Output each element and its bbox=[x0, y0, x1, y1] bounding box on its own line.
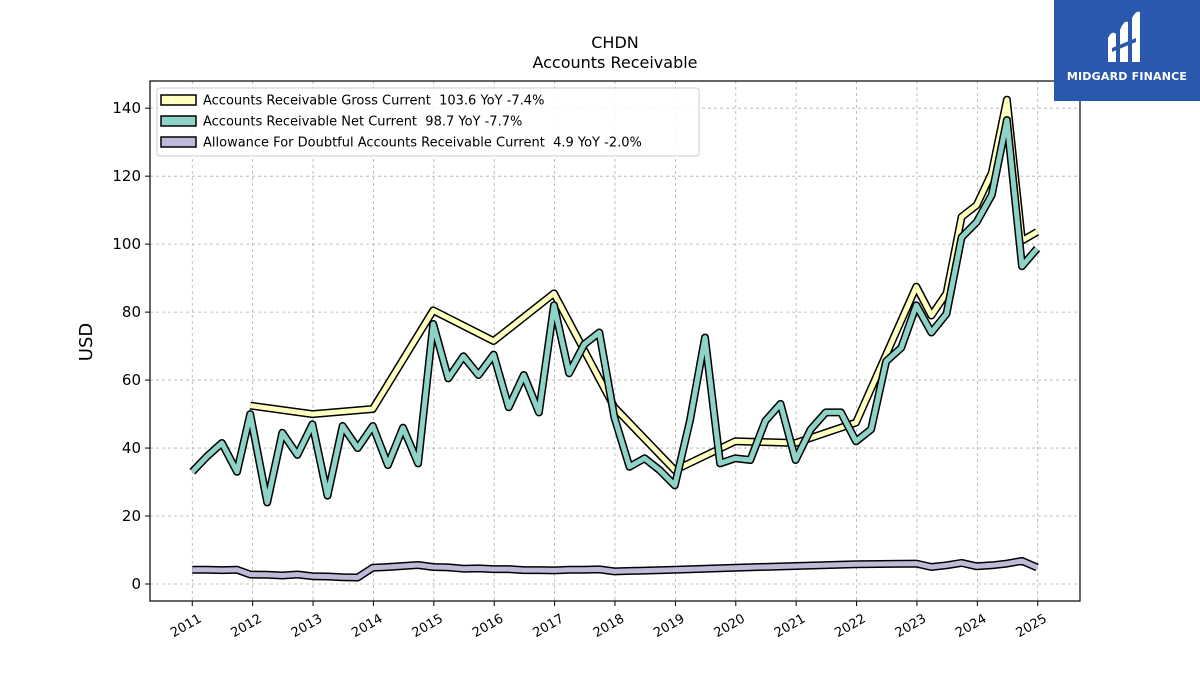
x-tick-label: 2014 bbox=[349, 611, 385, 641]
y-tick-label: 60 bbox=[122, 371, 141, 389]
y-tick-label: 20 bbox=[122, 507, 141, 525]
legend-swatch bbox=[160, 94, 197, 106]
series-1-line bbox=[190, 117, 1039, 505]
legend-box bbox=[156, 87, 700, 157]
y-tick-label: 140 bbox=[112, 99, 141, 117]
grid-lines bbox=[150, 81, 1080, 601]
y-tick-label: 120 bbox=[112, 167, 141, 185]
x-tick-label: 2018 bbox=[591, 611, 627, 641]
legend: Accounts Receivable Gross Current 103.6 … bbox=[156, 87, 700, 157]
midgard-finance-logo: MIDGARD FINANCE bbox=[1054, 0, 1200, 101]
legend-label: Allowance For Doubtful Accounts Receivab… bbox=[203, 136, 642, 151]
series-2-line bbox=[192, 558, 1039, 580]
legend-swatch bbox=[160, 136, 197, 148]
series-0-line bbox=[249, 97, 1039, 473]
y-tick-label: 80 bbox=[122, 303, 141, 321]
x-tick-label: 2015 bbox=[410, 611, 446, 641]
legend-swatch bbox=[160, 115, 197, 127]
y-tick-label: 100 bbox=[112, 235, 141, 253]
x-tick-label: 2013 bbox=[289, 611, 325, 641]
x-tick-label: 2016 bbox=[470, 611, 506, 641]
x-tick-label: 2012 bbox=[229, 611, 265, 641]
series-lines bbox=[189, 95, 1041, 582]
midgard-logo-icon bbox=[1108, 11, 1140, 63]
y-tick-label: 40 bbox=[122, 439, 141, 457]
chart-subtitle: Accounts Receivable bbox=[532, 53, 697, 72]
y-tick-label: 0 bbox=[131, 575, 141, 593]
x-tick-label: 2021 bbox=[772, 611, 808, 641]
x-tick-label: 2024 bbox=[953, 611, 989, 641]
legend-label: Accounts Receivable Gross Current 103.6 … bbox=[203, 94, 544, 109]
x-tick-label: 2020 bbox=[712, 611, 748, 641]
x-tick-label: 2019 bbox=[651, 611, 687, 641]
x-tick-label: 2023 bbox=[893, 611, 929, 641]
x-tick-label: 2017 bbox=[530, 611, 566, 641]
y-axis-label: USD bbox=[76, 323, 97, 361]
chart-title: CHDN bbox=[591, 33, 639, 52]
logo-text: MIDGARD FINANCE bbox=[1066, 70, 1188, 83]
x-tick-label: 2022 bbox=[832, 611, 868, 641]
x-tick-label: 2025 bbox=[1014, 611, 1050, 641]
legend-label: Accounts Receivable Net Current 98.7 YoY… bbox=[203, 115, 522, 130]
x-tick-label: 2011 bbox=[168, 611, 204, 641]
